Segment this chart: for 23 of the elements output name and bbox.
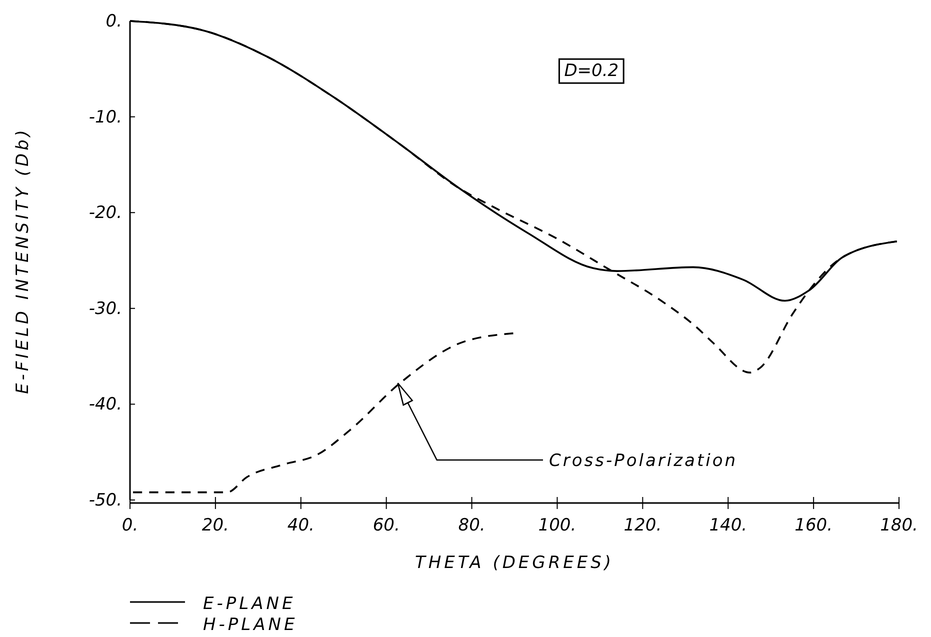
y-tick-label: -40. [88, 394, 122, 415]
x-tick-label: 180. [880, 516, 918, 536]
legend-label: H-PLANE [203, 615, 298, 635]
y-tick-label: -10. [88, 107, 122, 128]
x-tick-label: 40. [287, 516, 314, 536]
y-tick-label: -20. [88, 203, 122, 224]
y-tick-label: -50. [88, 490, 122, 510]
x-tick-label: 160. [794, 516, 832, 536]
x-tick-label: 140. [709, 516, 748, 536]
line-series [132, 332, 514, 494]
x-tick-label: 60. [372, 516, 400, 536]
x-tick-label: 20. [202, 516, 229, 536]
x-tick-label: 0. [122, 516, 138, 536]
x-tick-label: 120. [624, 516, 662, 536]
x-axis-title: THETA (DEGREES) [414, 553, 614, 573]
y-tick-label: 0. [106, 11, 122, 32]
y-tick-label: -30. [88, 298, 122, 319]
x-tick-label: 80. [458, 516, 486, 536]
annotation: D=0.2 [564, 61, 619, 82]
annotation: Cross-Polarization [549, 451, 738, 471]
x-tick-label: 100. [538, 516, 576, 536]
y-axis-title: E-FIELD INTENSITY (Db) [13, 126, 33, 394]
legend-label: E-PLANE [203, 594, 296, 614]
